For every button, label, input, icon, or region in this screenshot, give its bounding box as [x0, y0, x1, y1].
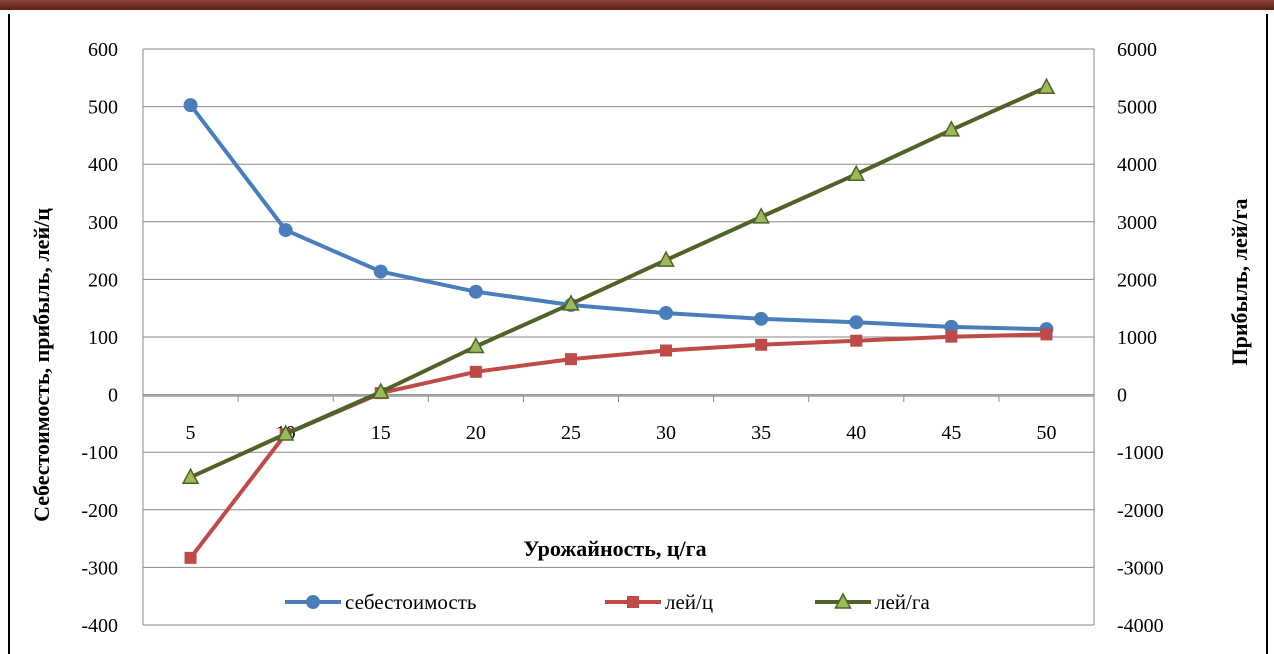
- series-line: [189, 332, 1047, 560]
- data-point: [181, 467, 200, 484]
- x-tick-label: 15: [371, 422, 391, 444]
- data-point: [754, 311, 769, 326]
- y-tick-right-label: 5000: [1117, 97, 1157, 119]
- y-axis-right-ticks: 6000 5000 4000 3000 2000 1000 0 -1000 -2000 -3000…: [1117, 39, 1164, 637]
- y-tick-right-label: -1000: [1117, 442, 1164, 464]
- y-tick-left-label: 600: [88, 39, 118, 61]
- data-point: [659, 306, 674, 321]
- legend-item: лей/ц: [605, 590, 713, 614]
- legend-label: лей/га: [875, 590, 930, 614]
- legend-label: лей/ц: [665, 590, 713, 614]
- y-axis-left-title: Себестоимость, прибыль, лей/ц: [29, 208, 54, 522]
- legend-item: себестоимость: [285, 590, 477, 614]
- x-tick-label: 20: [466, 422, 486, 444]
- data-point: [564, 353, 577, 366]
- series-line: [189, 103, 1047, 332]
- y-axis-left-ticks: 600 500 400 300 200 100 0 -100 -200 -300 -400: [81, 39, 118, 637]
- data-point: [660, 344, 673, 357]
- legend-marker: [306, 595, 320, 609]
- data-point: [657, 250, 675, 267]
- data-point: [467, 336, 485, 354]
- data-point: [371, 382, 390, 399]
- series-3: [181, 77, 1056, 484]
- data-point: [183, 98, 198, 113]
- data-point: [942, 120, 961, 137]
- data-point: [755, 338, 768, 351]
- data-point: [278, 223, 293, 238]
- x-tick-label: 35: [751, 422, 771, 444]
- data-point: [847, 164, 866, 181]
- legend: себестоимость лей/ц лей/га: [285, 590, 930, 614]
- y-tick-right-label: 4000: [1117, 154, 1157, 176]
- x-axis-title: Урожайность, ц/га: [523, 536, 706, 561]
- data-point: [1037, 77, 1056, 95]
- x-tick-label: 40: [846, 422, 866, 444]
- series-2: [184, 328, 1053, 564]
- chart-frame: [8, 14, 1268, 654]
- y-tick-right-label: 1000: [1117, 327, 1157, 349]
- legend-marker: [627, 596, 639, 608]
- y-tick-left-label: 400: [88, 154, 118, 176]
- y-tick-right-label: 2000: [1117, 269, 1157, 291]
- top-border-bar: [0, 0, 1274, 10]
- data-point: [752, 207, 770, 224]
- y-tick-left-label: 0: [108, 385, 118, 407]
- y-tick-right-label: -4000: [1117, 615, 1164, 637]
- data-point: [945, 330, 958, 343]
- x-axis-ticks: 5101520253035404550: [186, 422, 1057, 444]
- y-tick-left-label: -300: [81, 557, 118, 579]
- y-tick-right-label: -2000: [1117, 500, 1164, 522]
- data-point: [562, 294, 580, 311]
- grid-lines: [142, 48, 1095, 626]
- y-tick-left-label: -100: [81, 442, 118, 464]
- data-point: [1040, 328, 1053, 341]
- x-tick-label: 5: [186, 422, 196, 444]
- y-tick-right-label: 0: [1117, 385, 1127, 407]
- y-tick-left-label: 500: [88, 97, 118, 119]
- legend-marker: [834, 592, 852, 609]
- y-tick-left-label: -400: [81, 615, 118, 637]
- x-tick-label: 50: [1036, 422, 1056, 444]
- series-line: [189, 85, 1048, 480]
- y-tick-right-label: 3000: [1117, 212, 1157, 234]
- data-point: [469, 365, 482, 378]
- data-point: [849, 315, 864, 330]
- data-point: [944, 319, 959, 334]
- data-point: [276, 424, 295, 441]
- x-tick-label: 45: [941, 422, 961, 444]
- y-tick-left-label: -200: [81, 500, 118, 522]
- y-tick-right-label: -3000: [1117, 557, 1164, 579]
- y-axis-right-title: Прибыль, лей/га: [1227, 198, 1252, 365]
- y-tick-right-label: 6000: [1117, 39, 1157, 61]
- data-point: [850, 334, 863, 347]
- series-group: [181, 77, 1056, 564]
- x-tick-label: 30: [656, 422, 676, 444]
- data-point: [468, 284, 483, 299]
- data-point: [184, 551, 197, 564]
- data-point: [373, 264, 388, 279]
- y-tick-left-label: 100: [88, 327, 118, 349]
- series-1: [183, 98, 1054, 337]
- y-tick-left-label: 200: [88, 269, 118, 291]
- y-tick-left-label: 300: [88, 212, 118, 234]
- x-tick-label: 25: [561, 422, 581, 444]
- legend-label: себестоимость: [345, 590, 477, 614]
- legend-item: лей/га: [815, 590, 930, 614]
